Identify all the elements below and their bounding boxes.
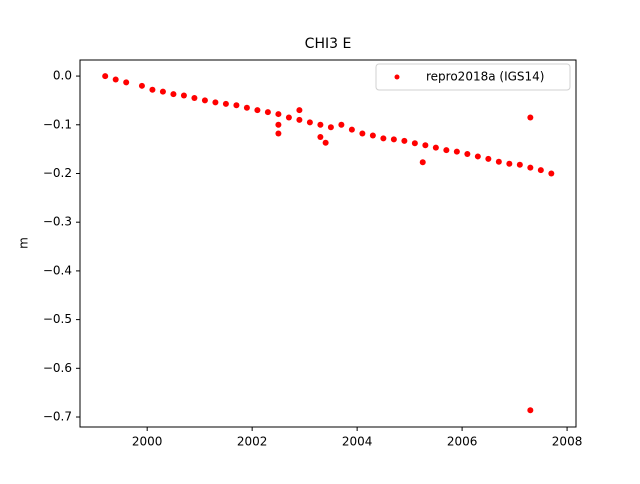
y-tick-label: −0.3 xyxy=(43,215,72,229)
point xyxy=(317,133,324,140)
point xyxy=(123,79,130,86)
point xyxy=(296,107,303,114)
point xyxy=(243,104,250,111)
point xyxy=(138,82,145,89)
point xyxy=(548,170,555,177)
y-tick-label: −0.1 xyxy=(43,117,72,131)
point xyxy=(348,126,355,133)
x-tick-label: 2008 xyxy=(552,435,583,449)
point xyxy=(254,107,261,114)
point xyxy=(317,121,324,128)
point xyxy=(191,94,198,101)
point xyxy=(369,132,376,139)
point xyxy=(102,73,109,80)
legend-label: repro2018a (IGS14) xyxy=(426,70,544,84)
point xyxy=(485,155,492,162)
point xyxy=(275,130,282,137)
y-tick-label: −0.6 xyxy=(43,361,72,375)
y-tick-label: −0.7 xyxy=(43,410,72,424)
y-tick-label: −0.2 xyxy=(43,166,72,180)
point xyxy=(453,148,460,155)
y-tick-label: −0.4 xyxy=(43,263,72,277)
point xyxy=(222,100,229,107)
point xyxy=(112,76,119,83)
y-tick-label: 0.0 xyxy=(53,69,72,83)
point xyxy=(285,114,292,121)
point xyxy=(170,91,177,98)
point xyxy=(359,130,366,137)
point xyxy=(149,86,156,93)
point xyxy=(275,121,282,128)
legend-marker xyxy=(394,74,400,80)
point xyxy=(275,111,282,118)
point xyxy=(516,161,523,168)
point xyxy=(390,136,397,143)
point xyxy=(527,164,534,171)
point xyxy=(495,158,502,165)
point xyxy=(159,88,166,95)
plot-frame xyxy=(79,59,577,428)
legend-box xyxy=(375,63,571,91)
point xyxy=(411,140,418,147)
point xyxy=(527,407,534,414)
point xyxy=(464,151,471,158)
point xyxy=(264,109,271,116)
point xyxy=(233,102,240,109)
point xyxy=(212,99,219,106)
point xyxy=(537,167,544,174)
x-tick-label: 2004 xyxy=(342,435,373,449)
point xyxy=(443,147,450,154)
point xyxy=(296,116,303,123)
point xyxy=(432,144,439,151)
point xyxy=(527,114,534,121)
point xyxy=(180,92,187,99)
point xyxy=(306,119,313,126)
point xyxy=(474,153,481,160)
x-tick-label: 2006 xyxy=(447,435,478,449)
point xyxy=(506,160,513,167)
chart-title: CHI3 E xyxy=(305,36,352,52)
point xyxy=(322,139,329,146)
x-tick-label: 2002 xyxy=(237,435,268,449)
x-tick-label: 2000 xyxy=(132,435,163,449)
point xyxy=(338,121,345,128)
point xyxy=(419,159,426,166)
y-tick-label: −0.5 xyxy=(43,312,72,326)
y-axis-label: m xyxy=(17,237,31,249)
point xyxy=(401,137,408,144)
point xyxy=(380,135,387,142)
point xyxy=(201,97,208,104)
point xyxy=(327,124,334,131)
point xyxy=(422,142,429,149)
